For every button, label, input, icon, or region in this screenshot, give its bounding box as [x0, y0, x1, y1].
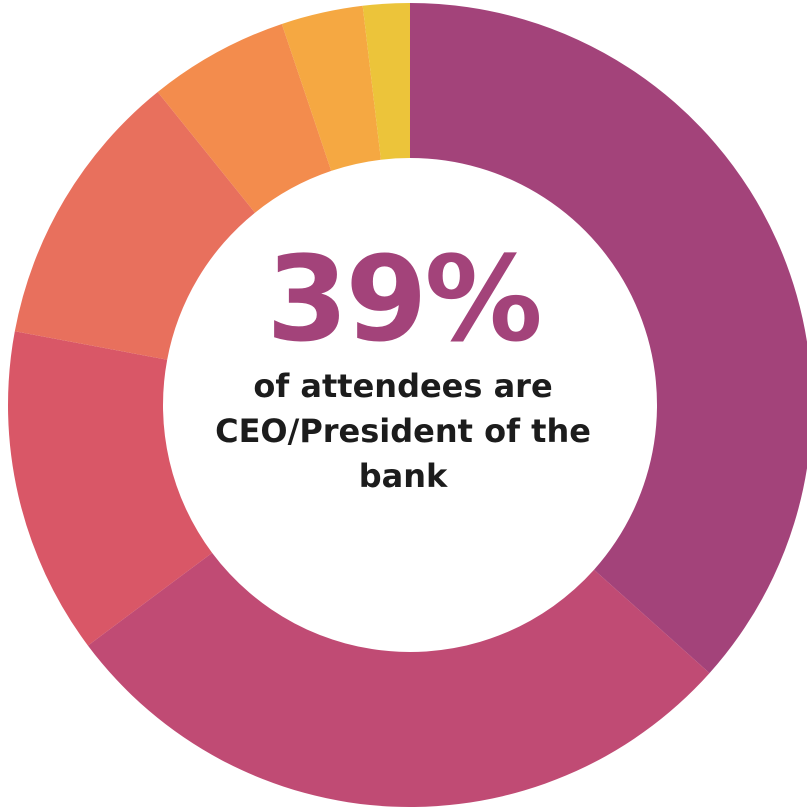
headline-percentage: 39% [266, 230, 542, 368]
donut-slice-4 [14, 92, 255, 360]
donut-slice-2 [87, 552, 710, 807]
donut-slice-3 [7, 331, 213, 646]
headline-caption: of attendees are CEO/President of the ba… [215, 367, 591, 495]
donut-slice-6 [281, 5, 381, 171]
donut-slice-1 [410, 3, 807, 674]
center-label: 39% of attendees are CEO/President of th… [203, 240, 603, 499]
donut-slice-7 [362, 3, 410, 160]
donut-slice-5 [157, 23, 332, 213]
